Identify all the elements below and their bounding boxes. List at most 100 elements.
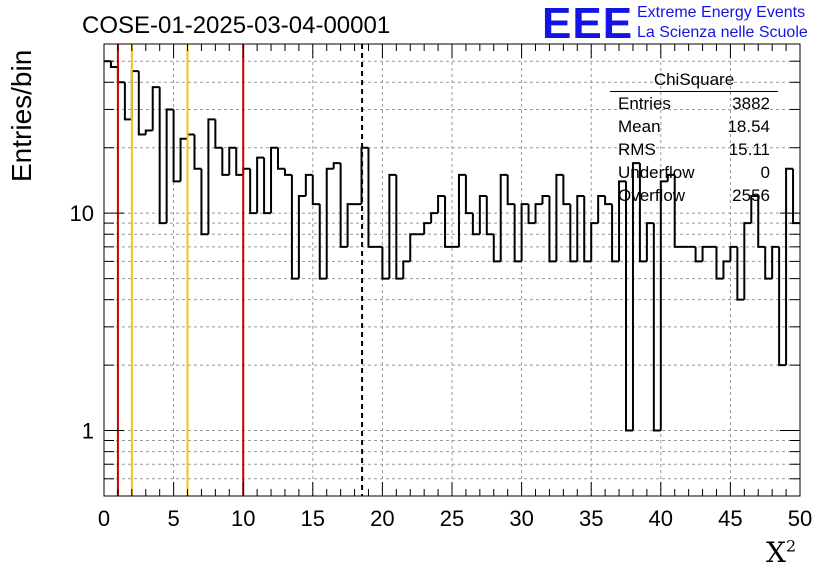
histogram-bin <box>520 203 529 262</box>
histogram-bin <box>666 173 675 182</box>
histogram-bin <box>200 168 209 236</box>
y-tick-label: 1 <box>82 419 94 444</box>
histogram-bin <box>527 204 536 225</box>
histogram-bin <box>562 174 571 206</box>
histogram-bin <box>618 180 626 262</box>
histogram-bin <box>757 195 766 248</box>
histogram-bin <box>715 246 724 280</box>
histogram-bin <box>290 174 299 280</box>
histogram-bin <box>548 195 557 263</box>
histogram-bin <box>583 195 592 263</box>
histogram-bin <box>659 180 668 431</box>
histogram-bin <box>346 203 355 247</box>
histogram-bin <box>478 194 487 235</box>
stats-title: ChiSquare <box>610 68 778 92</box>
cut-lines <box>116 44 364 496</box>
stats-label: RMS <box>618 140 656 159</box>
histogram-bin <box>109 61 118 69</box>
histogram-bin <box>764 246 773 280</box>
histogram-bin <box>471 213 480 236</box>
histogram-bin <box>249 168 258 215</box>
histogram-bin <box>325 167 334 279</box>
x-tick-label: 50 <box>788 506 812 531</box>
histogram-bin <box>263 157 272 215</box>
x-tick-label: 40 <box>649 506 673 531</box>
stats-value: 3882 <box>732 94 770 113</box>
histogram-bin <box>722 260 731 279</box>
histogram-bin <box>652 223 661 432</box>
logo-line-1: Extreme Energy Events <box>637 4 806 21</box>
histogram-bin <box>311 174 320 206</box>
histogram-bin <box>130 70 139 120</box>
histogram-bin <box>228 146 237 175</box>
histogram-bin <box>555 173 564 262</box>
histogram-bin <box>631 162 640 431</box>
stats-value: 15.11 <box>728 140 770 159</box>
histogram-bin <box>193 134 202 170</box>
histogram-bin <box>402 260 411 279</box>
histogram-bin <box>771 245 780 279</box>
histogram-bin <box>437 194 446 214</box>
histogram-bin <box>729 245 738 262</box>
chart-title: COSE-01-2025-03-04-00001 <box>82 12 391 39</box>
stats-box: ChiSquare Entries 3882 Mean 18.54 RMS 15.11… <box>610 68 778 207</box>
stats-label: Underflow <box>618 163 695 182</box>
x-axis-label-superscript: 2 <box>785 536 797 556</box>
histogram-bin <box>137 71 146 136</box>
y-axis-label: Entries/bin <box>6 49 37 182</box>
histogram-bin <box>158 87 167 225</box>
logo-line-2: La Scienza nelle Scuole <box>637 24 808 41</box>
histogram-bin <box>339 163 348 248</box>
histogram-bin <box>464 174 473 215</box>
x-tick-label: 45 <box>718 506 742 531</box>
stats-row: RMS 15.11 <box>610 138 778 161</box>
stats-row: Mean 18.54 <box>610 115 778 138</box>
histogram-bin <box>332 162 341 169</box>
histogram-bin <box>499 173 508 262</box>
histogram-bin <box>506 174 515 206</box>
histogram-bin <box>736 246 745 301</box>
histogram-bin <box>590 222 599 262</box>
histogram-bin <box>638 163 647 263</box>
histogram-bin <box>792 168 800 225</box>
histogram-bin <box>444 195 452 248</box>
histogram-bin <box>297 194 306 279</box>
histogram-bin <box>151 86 160 131</box>
histogram-bin <box>750 194 759 224</box>
histogram-bin <box>778 246 787 367</box>
stats-label: Mean <box>618 117 661 136</box>
stats-value: 18.54 <box>727 117 770 136</box>
histogram-bin <box>541 194 550 205</box>
histogram-bin <box>569 204 578 263</box>
histogram-bin <box>534 203 543 224</box>
histogram-bin <box>381 246 390 280</box>
histogram-bin <box>701 245 710 262</box>
histogram-bin <box>172 109 181 183</box>
histogram-bin <box>186 133 195 139</box>
histogram-bin <box>221 147 230 176</box>
stats-value: 2556 <box>732 186 770 205</box>
x-tick-label: 25 <box>440 506 464 531</box>
stats-row: Overflow 2556 <box>610 184 778 207</box>
histogram-bin <box>673 174 682 248</box>
grid-lines <box>104 43 800 497</box>
histogram-bin <box>304 173 313 196</box>
histogram-bin <box>457 173 466 247</box>
x-tick-label: 15 <box>301 506 325 531</box>
histogram-bin <box>207 118 216 235</box>
histogram-bin <box>388 173 397 279</box>
histogram-bin <box>242 167 251 175</box>
eee-logo: EEE <box>542 0 634 48</box>
histogram-bin <box>179 137 188 182</box>
histogram-bin <box>235 147 244 176</box>
stats-label: Overflow <box>618 186 686 205</box>
x-axis-label: X2 <box>766 536 796 569</box>
axis-ticks: 0 5 10 15 20 25 30 35 40 45 50 1 10 <box>70 43 812 531</box>
histogram-bin <box>513 204 522 263</box>
histogram-bin <box>743 222 752 300</box>
histogram-bin <box>409 233 418 262</box>
x-tick-label: 0 <box>98 506 110 531</box>
histogram-bin <box>611 204 620 263</box>
histogram-bin <box>604 195 613 206</box>
